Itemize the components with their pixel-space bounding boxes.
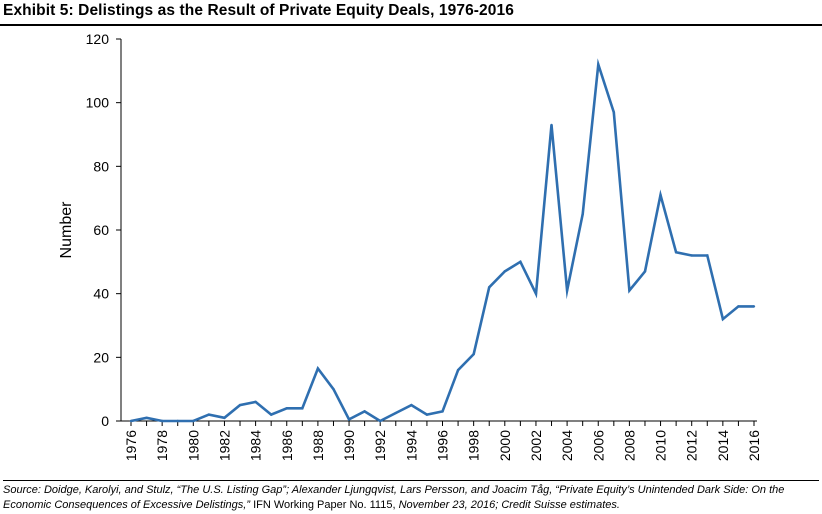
x-tick-label: 2012 bbox=[684, 430, 700, 461]
data-point bbox=[565, 289, 569, 292]
data-point bbox=[410, 403, 413, 407]
x-tick-label: 1990 bbox=[341, 430, 357, 461]
x-tick-label: 2004 bbox=[559, 430, 575, 461]
data-point bbox=[643, 270, 647, 273]
data-point bbox=[176, 419, 179, 423]
y-tick-label: 120 bbox=[86, 31, 110, 47]
y-tick-label: 100 bbox=[86, 95, 110, 111]
x-tick-label: 1992 bbox=[372, 430, 388, 461]
data-point bbox=[456, 368, 460, 372]
x-tick-label: 2000 bbox=[497, 430, 513, 461]
data-point bbox=[425, 413, 429, 416]
x-tick-label: 2016 bbox=[746, 430, 762, 461]
y-axis-label: Number bbox=[58, 201, 75, 259]
data-point bbox=[223, 416, 226, 420]
x-tick-label: 2010 bbox=[653, 430, 669, 461]
x-tick-label: 1994 bbox=[403, 430, 419, 461]
x-tick-label: 2002 bbox=[528, 430, 544, 461]
source-text-1: Source: Doidge, Karolyi, and Stulz, “The… bbox=[3, 484, 785, 511]
source-text-2: IFN Working Paper No. 1115, bbox=[250, 499, 399, 511]
data-point bbox=[534, 292, 538, 295]
x-tick-label: 1998 bbox=[466, 430, 482, 461]
data-point bbox=[721, 317, 725, 321]
source-note: Source: Doidge, Karolyi, and Stulz, “The… bbox=[3, 480, 819, 513]
data-point bbox=[160, 419, 164, 423]
data-point bbox=[285, 407, 288, 410]
x-tick-label: 1984 bbox=[248, 430, 264, 461]
y-tick-label: 40 bbox=[93, 286, 109, 302]
data-point bbox=[659, 193, 662, 197]
x-tick-label: 1980 bbox=[185, 430, 201, 461]
data-point bbox=[129, 419, 133, 423]
data-point bbox=[628, 289, 631, 292]
data-point bbox=[301, 407, 304, 410]
data-point bbox=[379, 419, 382, 423]
data-point bbox=[207, 413, 211, 416]
x-tick-label: 1988 bbox=[310, 430, 326, 461]
data-point bbox=[550, 123, 553, 127]
axes: 0 20 40 60 80 100 120 Number 1976 1978 1980 1982 198… bbox=[58, 31, 762, 461]
data-point bbox=[706, 254, 709, 257]
x-tick-label: 1996 bbox=[435, 430, 451, 461]
data-point bbox=[752, 305, 756, 308]
data-point bbox=[503, 270, 506, 273]
data-point bbox=[441, 410, 444, 413]
data-point bbox=[612, 111, 616, 114]
title-bar: Exhibit 5: Delistings as the Result of P… bbox=[0, 0, 822, 26]
data-point bbox=[269, 413, 273, 416]
data-point bbox=[394, 411, 397, 415]
plot-area bbox=[129, 58, 756, 423]
series-line bbox=[130, 58, 754, 423]
data-point bbox=[363, 410, 366, 413]
chart-title: Exhibit 5: Delistings as the Result of P… bbox=[3, 2, 514, 19]
data-point bbox=[192, 419, 195, 423]
x-tick-label: 1976 bbox=[123, 430, 139, 461]
data-point bbox=[690, 254, 693, 257]
data-point bbox=[332, 387, 335, 391]
data-point bbox=[488, 286, 491, 289]
data-point bbox=[737, 305, 740, 308]
data-point bbox=[472, 352, 475, 356]
data-point bbox=[316, 367, 320, 370]
y-tick-label: 80 bbox=[93, 158, 109, 174]
line-chart: 0 20 40 60 80 100 120 Number 1976 1978 1980 1982 198… bbox=[58, 31, 762, 461]
x-tick-label: 2006 bbox=[590, 430, 606, 461]
data-point bbox=[254, 400, 257, 404]
data-point bbox=[347, 418, 351, 421]
data-point bbox=[597, 63, 600, 66]
data-point bbox=[674, 251, 678, 254]
source-text-3: November 23, 2016; Credit Suisse estimat… bbox=[398, 499, 620, 511]
x-tick-label: 2014 bbox=[715, 430, 731, 461]
data-point bbox=[519, 260, 522, 264]
data-point bbox=[238, 403, 242, 407]
x-tick-label: 1986 bbox=[279, 430, 295, 461]
data-point bbox=[581, 212, 584, 216]
x-tick-label: 1978 bbox=[154, 430, 170, 461]
y-tick-label: 0 bbox=[101, 413, 109, 429]
x-tick-label: 2008 bbox=[621, 430, 637, 461]
x-tick-label: 1982 bbox=[216, 430, 232, 461]
data-point bbox=[145, 416, 148, 420]
y-tick-label: 20 bbox=[93, 349, 109, 365]
y-tick-label: 60 bbox=[93, 222, 109, 238]
